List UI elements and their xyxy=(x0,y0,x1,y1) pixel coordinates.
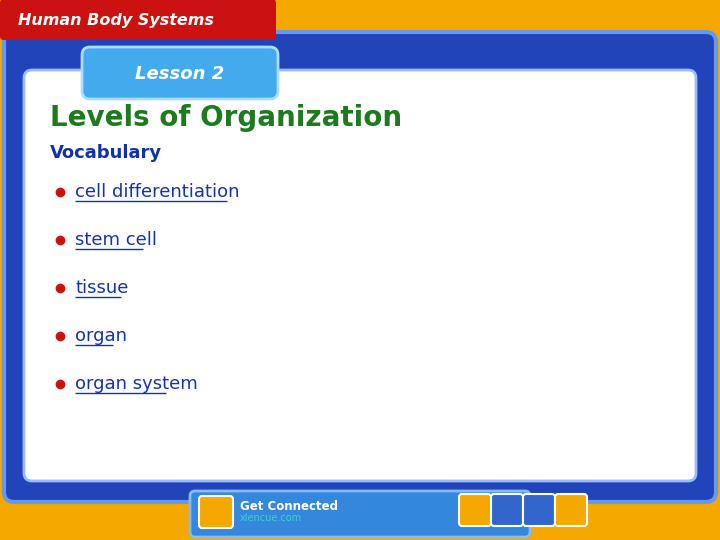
Text: xlencue.com: xlencue.com xyxy=(240,513,302,523)
FancyBboxPatch shape xyxy=(523,494,555,526)
FancyBboxPatch shape xyxy=(190,491,530,537)
Text: Lesson 1: Lesson 1 xyxy=(644,11,712,25)
Text: Get Connected: Get Connected xyxy=(240,500,338,512)
FancyBboxPatch shape xyxy=(459,494,491,526)
Text: organ: organ xyxy=(75,327,127,345)
FancyBboxPatch shape xyxy=(555,494,587,526)
Text: tissue: tissue xyxy=(75,279,128,297)
Text: organ system: organ system xyxy=(75,375,198,393)
FancyBboxPatch shape xyxy=(491,494,523,526)
Text: Levels of Organization: Levels of Organization xyxy=(50,104,402,132)
FancyBboxPatch shape xyxy=(82,47,278,99)
Text: Vocabulary: Vocabulary xyxy=(50,144,162,162)
Text: Human Body Systems: Human Body Systems xyxy=(18,12,214,28)
Text: Lesson 2: Lesson 2 xyxy=(135,65,225,83)
Text: cell differentiation: cell differentiation xyxy=(75,183,240,201)
FancyBboxPatch shape xyxy=(4,32,716,502)
FancyBboxPatch shape xyxy=(24,70,696,481)
FancyBboxPatch shape xyxy=(0,0,276,40)
Text: stem cell: stem cell xyxy=(75,231,157,249)
FancyBboxPatch shape xyxy=(199,496,233,528)
